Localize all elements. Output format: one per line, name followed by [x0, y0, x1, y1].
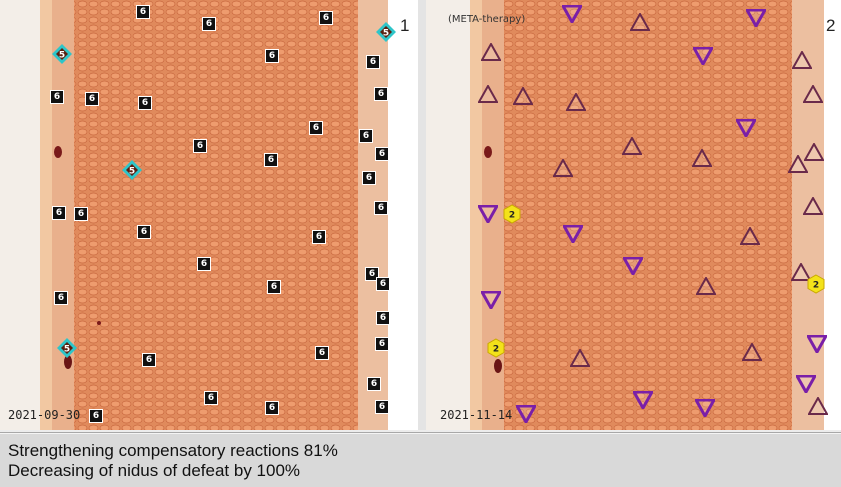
diamond-marker[interactable]: 5 [51, 43, 73, 65]
square-marker[interactable]: 6 [54, 291, 68, 305]
square-marker[interactable]: 6 [374, 87, 388, 101]
square-marker[interactable]: 6 [375, 337, 389, 351]
triangle-up-marker[interactable] [802, 83, 824, 103]
left-image-panel: 1 6 6 6 6 6 6 6 6 6 6 6 6 6 6 6 6 6 6 6 6 6 6 6 6 6 6 6 6 6 6 6 6 6 6 5 5 5 5… [0, 0, 418, 430]
square-marker[interactable]: 6 [265, 401, 279, 415]
diamond-marker[interactable]: 5 [56, 337, 78, 359]
triangle-up-marker[interactable] [480, 41, 502, 61]
square-marker[interactable]: 6 [267, 280, 281, 294]
status-line-compensatory: Strengthening compensatory reactions 81% [8, 441, 338, 460]
svg-text:2: 2 [813, 281, 819, 291]
triangle-down-marker[interactable] [561, 224, 585, 246]
triangle-down-marker[interactable] [794, 374, 818, 396]
square-marker[interactable]: 6 [204, 391, 218, 405]
triangle-up-marker[interactable] [802, 195, 824, 215]
therapy-label: (META-therapy) [448, 14, 526, 25]
triangle-up-marker[interactable] [512, 85, 534, 105]
right-date-label: 2021-11-14 [440, 408, 513, 422]
triangle-down-marker[interactable] [479, 290, 503, 312]
square-marker[interactable]: 6 [312, 230, 326, 244]
panel-number-2: 2 [826, 16, 836, 35]
square-marker[interactable]: 6 [193, 139, 207, 153]
left-date-label: 2021-09-30 [8, 408, 81, 422]
square-marker[interactable]: 6 [365, 267, 379, 281]
triangle-up-marker[interactable] [787, 153, 809, 173]
panel-divider [418, 0, 426, 430]
triangle-down-marker[interactable] [805, 334, 829, 356]
triangle-up-marker[interactable] [477, 83, 499, 103]
triangle-up-marker[interactable] [807, 395, 829, 415]
svg-text:2: 2 [509, 211, 515, 221]
svg-text:5: 5 [383, 29, 389, 39]
square-marker[interactable]: 6 [264, 153, 278, 167]
panel-number-1: 1 [400, 16, 410, 35]
square-marker[interactable]: 6 [367, 377, 381, 391]
square-marker[interactable]: 6 [265, 49, 279, 63]
triangle-down-marker[interactable] [744, 8, 768, 30]
triangle-down-marker[interactable] [560, 4, 584, 26]
square-marker[interactable]: 6 [315, 346, 329, 360]
square-marker[interactable]: 6 [375, 400, 389, 414]
triangle-up-marker[interactable] [621, 135, 643, 155]
diamond-marker[interactable]: 5 [375, 21, 397, 43]
square-marker[interactable]: 6 [319, 11, 333, 25]
triangle-up-marker[interactable] [803, 141, 825, 161]
square-marker[interactable]: 6 [137, 225, 151, 239]
diamond-marker[interactable]: 5 [121, 159, 143, 181]
square-marker[interactable]: 6 [202, 17, 216, 31]
triangle-down-marker[interactable] [631, 390, 655, 412]
square-marker[interactable]: 6 [50, 90, 64, 104]
triangle-up-marker[interactable] [629, 11, 651, 31]
triangle-down-marker[interactable] [693, 398, 717, 420]
square-marker[interactable]: 6 [89, 409, 103, 423]
triangle-up-marker[interactable] [741, 341, 763, 361]
square-marker[interactable]: 6 [74, 207, 88, 221]
left-tissue-image [0, 0, 418, 430]
square-marker[interactable]: 6 [85, 92, 99, 106]
status-bar: Strengthening compensatory reactions 81%… [0, 432, 841, 487]
triangle-up-marker[interactable] [565, 91, 587, 111]
triangle-up-marker[interactable] [691, 147, 713, 167]
square-marker[interactable]: 6 [309, 121, 323, 135]
triangle-up-marker[interactable] [569, 347, 591, 367]
hexagon-marker[interactable]: 2 [502, 204, 522, 224]
triangle-down-marker[interactable] [691, 46, 715, 68]
square-marker[interactable]: 6 [376, 277, 390, 291]
triangle-up-marker[interactable] [790, 261, 812, 281]
svg-text:5: 5 [64, 345, 70, 355]
right-image-panel: (META-therapy) 2 2 2 2 2021-11-14 [426, 0, 841, 430]
svg-text:2: 2 [493, 345, 499, 355]
square-marker[interactable]: 6 [359, 129, 373, 143]
square-marker[interactable]: 6 [362, 171, 376, 185]
hexagon-marker[interactable]: 2 [806, 274, 826, 294]
square-marker[interactable]: 6 [376, 311, 390, 325]
triangle-down-marker[interactable] [514, 404, 538, 426]
square-marker[interactable]: 6 [197, 257, 211, 271]
square-marker[interactable]: 6 [375, 147, 389, 161]
status-line-nidus: Decreasing of nidus of defeat by 100% [8, 461, 301, 480]
triangle-up-marker[interactable] [739, 225, 761, 245]
triangle-down-marker[interactable] [621, 256, 645, 278]
square-marker[interactable]: 6 [136, 5, 150, 19]
svg-text:5: 5 [129, 167, 135, 177]
square-marker[interactable]: 6 [138, 96, 152, 110]
triangle-down-marker[interactable] [734, 118, 758, 140]
triangle-up-marker[interactable] [552, 157, 574, 177]
svg-text:5: 5 [59, 51, 65, 61]
triangle-up-marker[interactable] [791, 49, 813, 69]
hexagon-marker[interactable]: 2 [486, 338, 506, 358]
triangle-up-marker[interactable] [695, 275, 717, 295]
square-marker[interactable]: 6 [374, 201, 388, 215]
square-marker[interactable]: 6 [142, 353, 156, 367]
triangle-down-marker[interactable] [476, 204, 500, 226]
square-marker[interactable]: 6 [52, 206, 66, 220]
right-tissue-image [426, 0, 841, 430]
square-marker[interactable]: 6 [366, 55, 380, 69]
